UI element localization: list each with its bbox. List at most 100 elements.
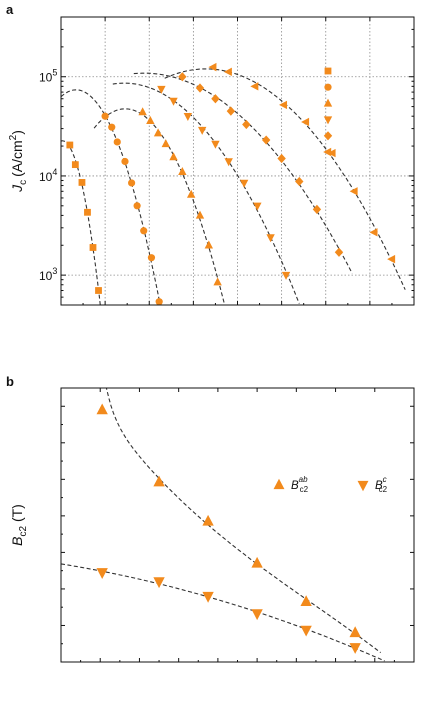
ytick-base: 10 — [39, 170, 53, 184]
legend-sub: c2 — [300, 485, 309, 494]
ylabel-sub: c2 — [18, 525, 29, 536]
legend-marker-triangle-left — [323, 147, 332, 157]
data-point-triangle-up — [161, 139, 170, 148]
ylabel-close: ) — [9, 130, 25, 135]
data-point-triangle-up — [195, 210, 205, 219]
legend-marker-triangle-up — [273, 478, 285, 490]
data-point-circle — [108, 123, 116, 131]
data-point-square — [84, 208, 91, 216]
data-point-square — [66, 141, 74, 149]
ylabel-main: J — [9, 184, 25, 193]
data-point-triangle-up — [169, 152, 178, 161]
fit-curve-3 — [112, 82, 300, 304]
panel-b-frame — [60, 387, 415, 663]
panel-b-ylabel: Bc2 (T) — [9, 504, 29, 546]
data-point-circle — [133, 202, 141, 210]
data-point-diamond — [242, 119, 251, 130]
data-point-triangle-up — [300, 595, 312, 607]
data-point-triangle-left — [387, 254, 396, 264]
fit-curve-1 — [61, 89, 161, 305]
data-point-triangle-down — [253, 202, 262, 211]
data-point-triangle-down — [224, 158, 233, 167]
data-point-circle — [121, 157, 129, 166]
legend-marker-triangle-down — [323, 116, 333, 125]
data-point-circle — [140, 227, 148, 235]
data-point-diamond — [312, 204, 322, 214]
data-point-diamond — [226, 106, 236, 116]
panel-a-letter: a — [6, 2, 14, 17]
data-point-triangle-left — [250, 82, 259, 91]
data-point-diamond — [211, 94, 220, 104]
data-point-triangle-down — [153, 577, 165, 589]
data-point-triangle-up — [138, 107, 147, 116]
data-point-triangle-up — [349, 626, 361, 638]
data-point-triangle-down — [183, 113, 193, 122]
legend-sup: ab — [299, 475, 308, 484]
data-point-square — [71, 161, 79, 169]
data-point-triangle-left — [369, 228, 378, 237]
data-point-triangle-down — [157, 85, 166, 94]
ytick-base: 10 — [39, 71, 53, 85]
data-point-triangle-up — [153, 128, 163, 137]
panel-a-ytick-label: 105 — [39, 68, 57, 85]
ytick-exp: 3 — [52, 266, 57, 276]
ylabel-sub: c — [18, 180, 29, 185]
data-point-diamond — [334, 247, 344, 257]
data-point-triangle-up — [178, 167, 187, 176]
panel-a-ylabel: Jc (A/cm2) — [8, 130, 29, 193]
data-point-triangle-up — [96, 403, 108, 415]
data-point-diamond — [261, 135, 271, 145]
data-point-square — [89, 244, 97, 251]
data-point-triangle-down — [300, 625, 312, 637]
legend-marker-square — [324, 67, 332, 75]
panel-a-ytick-label: 104 — [39, 167, 57, 184]
fit-curve-c — [61, 563, 385, 662]
data-point-triangle-down — [211, 140, 220, 149]
ylabel-unit: (A/cm — [9, 140, 25, 177]
panel-b-plot: Bc2 (T)Bab c2 Bc c2 — [9, 387, 415, 663]
data-point-circle — [113, 138, 121, 146]
legend-marker-circle — [324, 83, 332, 91]
data-point-diamond — [295, 176, 304, 187]
fit-curve-ab — [105, 388, 382, 654]
data-point-diamond — [195, 83, 205, 93]
data-point-triangle-up — [251, 556, 263, 568]
data-point-triangle-up — [146, 115, 155, 124]
fit-curve-4 — [133, 72, 353, 274]
panel-b-legend-label: Bc c2 — [375, 475, 388, 494]
panel-b-letter: b — [6, 374, 14, 389]
legend-sub: c2 — [379, 485, 388, 494]
ytick-exp: 5 — [52, 68, 57, 78]
data-point-triangle-up — [186, 189, 196, 198]
legend-marker-triangle-up — [323, 98, 333, 107]
data-point-triangle-down — [239, 179, 249, 188]
legend-marker-triangle-down — [357, 480, 369, 492]
data-point-triangle-down — [266, 234, 275, 243]
panel-a-ytick-label: 103 — [39, 266, 57, 283]
data-point-triangle-down — [169, 97, 178, 106]
data-point-circle — [147, 254, 156, 262]
ylabel-unit: (T) — [9, 504, 25, 526]
data-point-square — [78, 179, 86, 186]
data-point-triangle-down — [251, 609, 263, 621]
legend-sup: c — [383, 475, 387, 484]
data-point-triangle-left — [223, 67, 232, 77]
data-point-circle — [155, 298, 163, 306]
ylabel-main: B — [9, 536, 25, 545]
data-point-triangle-left — [279, 100, 288, 110]
data-point-triangle-left — [208, 62, 217, 72]
legend-main: B — [375, 480, 383, 492]
data-point-triangle-left — [301, 117, 310, 127]
fit-curve-0 — [61, 140, 101, 305]
legend-main: B — [291, 480, 299, 492]
data-point-triangle-up — [153, 475, 165, 487]
data-point-triangle-down — [349, 643, 361, 654]
data-point-square — [95, 287, 102, 294]
data-point-triangle-up — [202, 514, 214, 526]
data-point-triangle-left — [327, 148, 336, 158]
data-point-diamond — [178, 72, 187, 82]
ylabel-sup: 2 — [8, 134, 19, 140]
panel-b-legend-label: Bab c2 — [291, 475, 309, 494]
